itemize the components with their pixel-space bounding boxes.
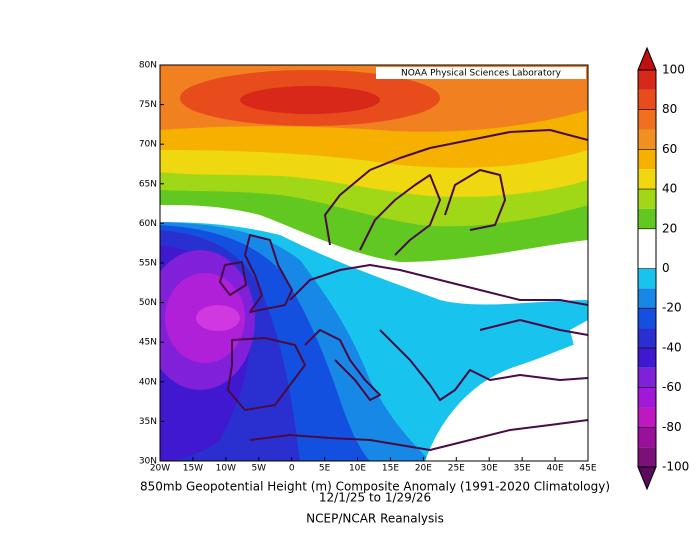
y-tick-label: 55N xyxy=(139,259,157,269)
x-tick-label: 10E xyxy=(349,464,366,474)
x-tick-label: 45E xyxy=(579,464,596,474)
coastlines xyxy=(219,129,588,451)
colorbar-tick-label: 100 xyxy=(662,63,685,77)
caption-line: 850mb Geopotential Height (m) Composite … xyxy=(140,480,610,494)
x-tick-label: 5E xyxy=(319,464,331,474)
colorbar-tick-label: 20 xyxy=(662,221,677,235)
colorbar-band xyxy=(638,367,656,388)
caption-line: NCEP/NCAR Reanalysis xyxy=(306,512,444,526)
colorbar-band xyxy=(638,407,656,428)
anomaly-field xyxy=(160,65,588,461)
colorbar-band xyxy=(638,109,656,130)
colorbar-band xyxy=(638,268,656,289)
colorbar-band xyxy=(638,208,656,229)
y-tick-label: 60N xyxy=(139,219,157,229)
y-tick-label: 75N xyxy=(139,100,157,110)
colorbar-tick-label: -40 xyxy=(662,340,682,354)
x-tick-label: 35E xyxy=(514,464,531,474)
y-tick-label: 40N xyxy=(139,377,157,387)
credit-box xyxy=(376,67,586,79)
y-tick-label: 45N xyxy=(139,338,157,348)
colorbar-tick-label: -100 xyxy=(662,460,689,474)
y-tick-label: 70N xyxy=(139,140,157,150)
colorbar-band xyxy=(638,347,656,368)
colorbar-band xyxy=(638,89,656,110)
shading xyxy=(240,86,380,114)
x-tick-label: 15W xyxy=(183,464,203,474)
x-tick-label: 30E xyxy=(481,464,498,474)
colorbar-tick-label: -60 xyxy=(662,380,682,394)
colorbar-tick-label: 80 xyxy=(662,102,677,116)
colorbar: -100 -80 -60 -40 -20 0 20 40 60 80 100 xyxy=(637,46,689,491)
colorbar-band xyxy=(638,169,656,190)
colorbar-band xyxy=(638,288,656,309)
y-tick-label: 65N xyxy=(139,179,157,189)
shading xyxy=(570,320,588,400)
colorbar-band xyxy=(638,228,656,249)
colorbar-band xyxy=(638,149,656,170)
colorbar-tick-label: -20 xyxy=(662,301,682,315)
colorbar-band xyxy=(638,308,656,329)
x-tick-label: 25E xyxy=(448,464,465,474)
colorbar-band xyxy=(638,328,656,348)
x-tick-label: 20E xyxy=(415,464,432,474)
colorbar-band xyxy=(638,129,656,150)
colorbar-band xyxy=(638,447,656,467)
colorbar-band xyxy=(638,70,656,90)
colorbar-over xyxy=(637,46,657,71)
x-tick-label: 15E xyxy=(382,464,399,474)
colorbar-band xyxy=(638,248,656,269)
x-tick-label: 5W xyxy=(251,464,266,474)
caption-line: 12/1/25 to 1/29/26 xyxy=(319,491,431,505)
colorbar-tick-label: 40 xyxy=(662,182,677,196)
y-tick-label: 35N xyxy=(139,417,157,427)
y-tick-label: 80N xyxy=(139,61,157,71)
y-tick-label: 50N xyxy=(139,298,157,308)
y-tick-label: 30N xyxy=(139,457,157,467)
colorbar-tick-label: 60 xyxy=(662,142,677,156)
x-tick-label: 10W xyxy=(216,464,236,474)
x-tick-label: 40E xyxy=(547,464,564,474)
credit: NOAA Physical Sciences Laboratory xyxy=(401,69,562,79)
colorbar-band xyxy=(638,427,656,448)
colorbar-tick-label: -80 xyxy=(662,420,682,434)
colorbar-band xyxy=(638,387,656,408)
shading xyxy=(425,340,588,461)
x-tick-label: 0 xyxy=(289,464,295,474)
colorbar-under xyxy=(637,466,657,491)
colorbar-band xyxy=(638,189,656,209)
axes: 20W 15W 10W 5W 0 5E 10E 15E 20E 25E 30E 35E 40E 45E 80… xyxy=(139,61,597,474)
x-tick-label: 20W xyxy=(150,464,170,474)
colorbar-tick-label: 0 xyxy=(662,261,670,275)
shading xyxy=(196,305,240,331)
